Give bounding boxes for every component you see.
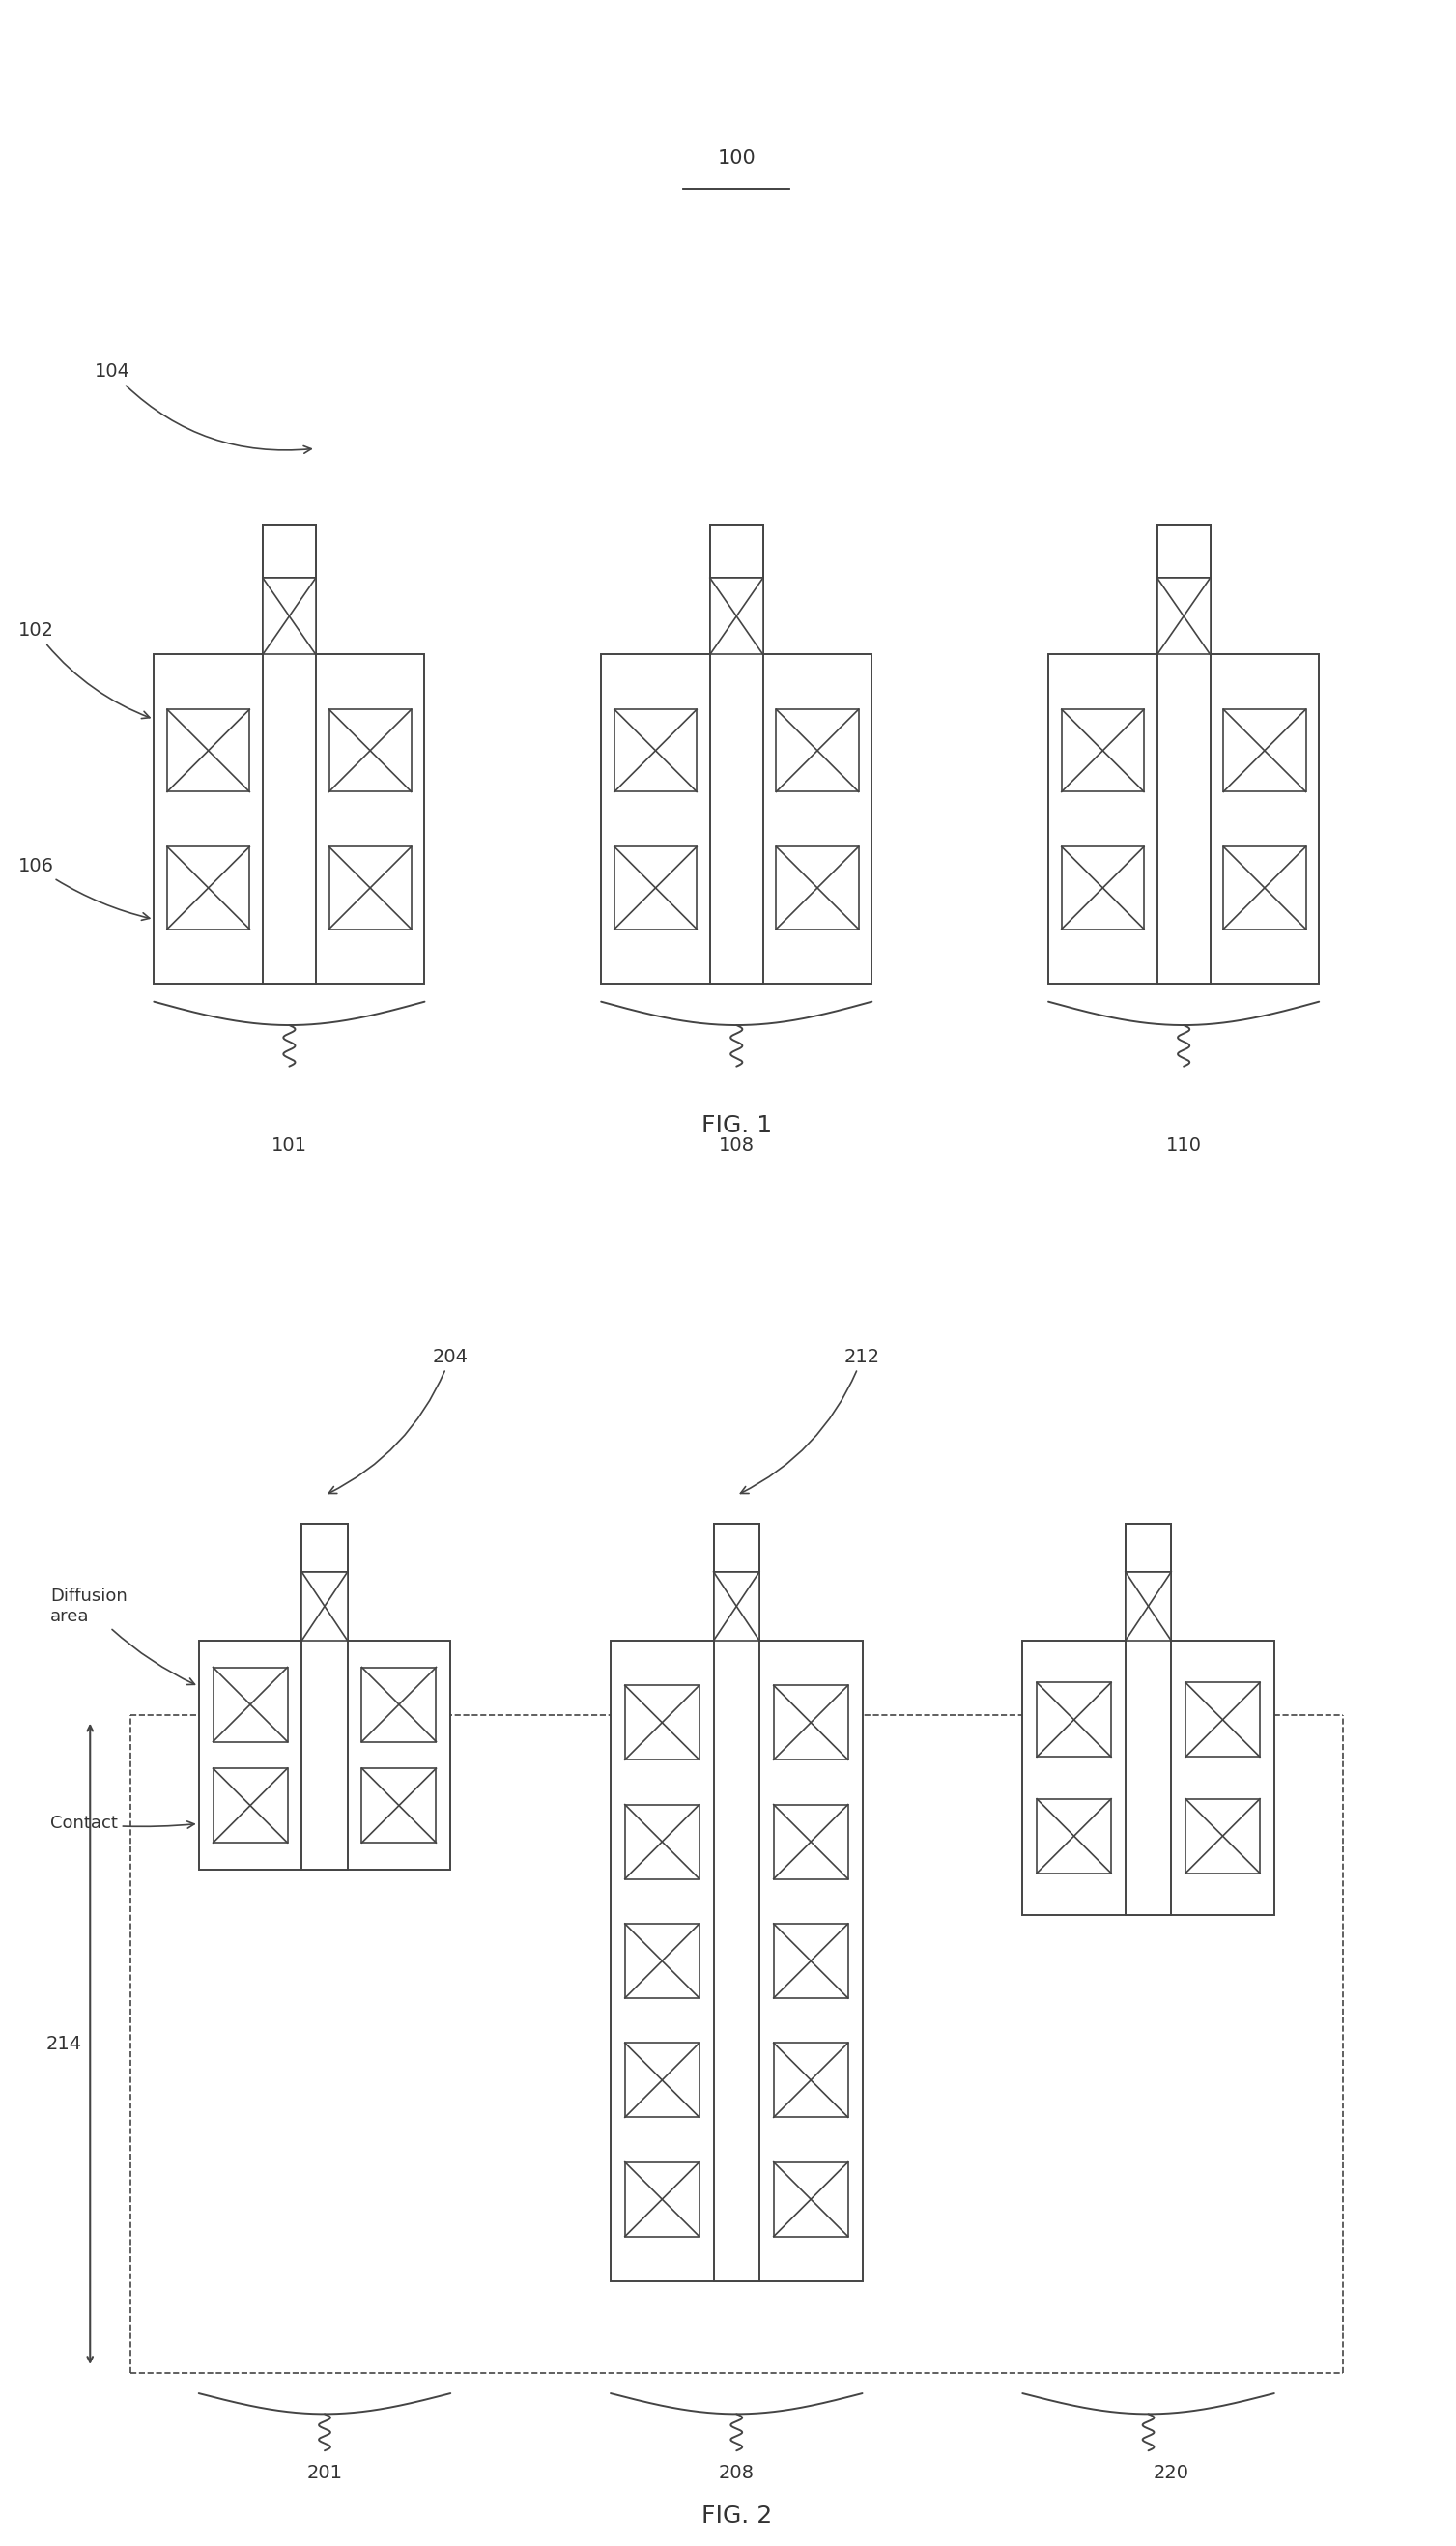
Bar	[773, 2042, 847, 2118]
Bar	[1125, 1525, 1171, 1571]
Bar	[1223, 848, 1306, 929]
Bar	[773, 1805, 847, 1879]
Bar	[1061, 710, 1144, 792]
Text: 106: 106	[17, 858, 150, 919]
Text: 214: 214	[47, 2034, 82, 2052]
Bar	[199, 1640, 450, 1869]
Text: 204: 204	[329, 1347, 469, 1495]
Bar	[776, 710, 859, 792]
Bar	[1037, 1800, 1111, 1874]
Bar	[625, 1925, 699, 1999]
Text: Diffusion
area: Diffusion area	[50, 1589, 195, 1685]
Text: Contact: Contact	[50, 1815, 194, 1833]
Bar	[1061, 848, 1144, 929]
Text: 110: 110	[1166, 1136, 1201, 1156]
Text: 102: 102	[17, 621, 150, 718]
Bar	[329, 710, 412, 792]
Text: 201: 201	[307, 2465, 342, 2482]
Bar	[213, 1769, 287, 1843]
Bar	[167, 710, 249, 792]
Bar	[1022, 1640, 1274, 1915]
Bar	[1185, 1800, 1259, 1874]
Bar	[610, 1640, 862, 2281]
Bar	[329, 848, 412, 929]
Text: 212: 212	[741, 1347, 881, 1495]
Bar	[301, 1525, 348, 1869]
Bar	[213, 1668, 287, 1741]
Bar	[713, 1525, 760, 1571]
Text: 101: 101	[271, 1136, 307, 1156]
Bar	[301, 1525, 348, 1571]
Bar	[262, 578, 316, 654]
Bar	[167, 848, 249, 929]
Text: FIG. 1: FIG. 1	[702, 1113, 772, 1138]
Bar	[601, 654, 872, 983]
Text: FIG. 2: FIG. 2	[702, 2505, 772, 2528]
Bar	[1223, 710, 1306, 792]
Bar	[625, 1805, 699, 1879]
Bar	[1125, 1525, 1171, 1915]
Bar	[713, 1571, 760, 1640]
Bar	[1158, 524, 1210, 983]
Bar	[361, 1668, 437, 1741]
Bar	[301, 1571, 348, 1640]
Bar	[154, 654, 425, 983]
Bar	[625, 2042, 699, 2118]
Text: 220: 220	[1153, 2465, 1190, 2482]
Bar	[262, 524, 316, 983]
Bar	[1125, 1571, 1171, 1640]
Bar	[1048, 654, 1319, 983]
Text: 208: 208	[719, 2465, 754, 2482]
Text: 108: 108	[719, 1136, 754, 1156]
Bar	[711, 524, 763, 578]
Bar	[773, 2162, 847, 2235]
Bar	[711, 524, 763, 983]
Bar	[773, 1925, 847, 1999]
Bar	[1158, 524, 1210, 578]
Bar	[262, 524, 316, 578]
Bar	[776, 848, 859, 929]
Bar	[625, 1685, 699, 1759]
Text: 100: 100	[718, 148, 756, 168]
Bar	[711, 578, 763, 654]
Bar	[361, 1769, 437, 1843]
Bar	[614, 848, 697, 929]
Bar	[625, 2162, 699, 2235]
Bar	[1158, 578, 1210, 654]
Bar	[713, 1525, 760, 2281]
Text: 104: 104	[95, 364, 312, 453]
Bar	[1037, 1683, 1111, 1757]
Bar	[773, 1685, 847, 1759]
Bar	[1185, 1683, 1259, 1757]
Bar	[614, 710, 697, 792]
